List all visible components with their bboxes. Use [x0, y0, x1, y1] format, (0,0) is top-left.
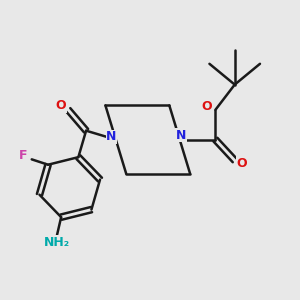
Text: O: O: [237, 157, 248, 170]
Text: O: O: [201, 100, 212, 113]
Text: F: F: [19, 149, 27, 162]
Text: N: N: [176, 129, 186, 142]
Text: NH₂: NH₂: [44, 236, 70, 249]
Text: N: N: [106, 130, 116, 143]
Text: O: O: [56, 99, 66, 112]
